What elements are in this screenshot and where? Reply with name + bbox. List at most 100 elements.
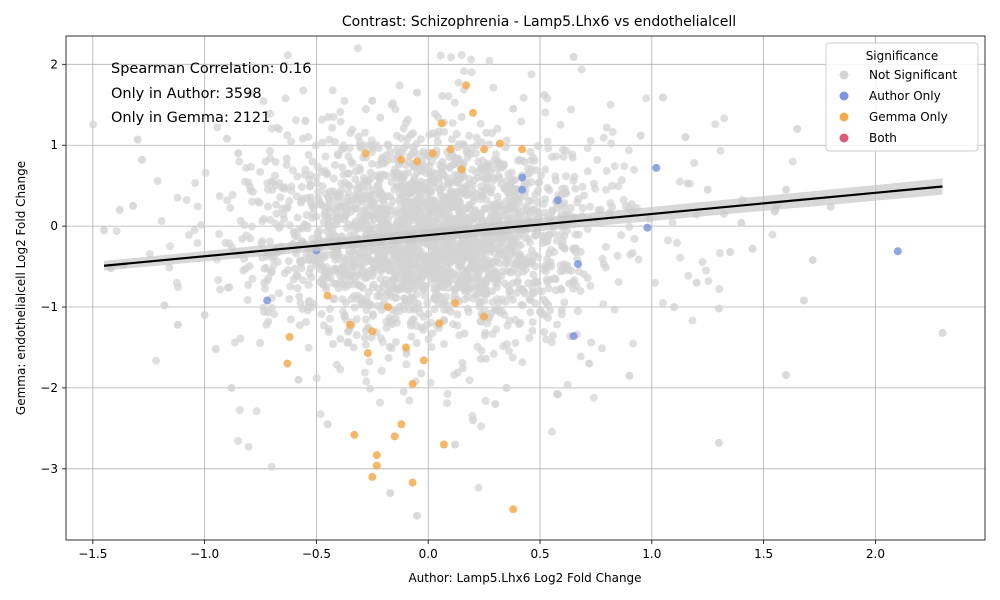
regression bbox=[103, 178, 943, 271]
not-significant-point bbox=[238, 235, 247, 243]
not-significant-point bbox=[548, 206, 557, 215]
not-significant-point bbox=[323, 420, 332, 429]
not-significant-point bbox=[624, 146, 633, 155]
not-significant-point bbox=[476, 119, 485, 128]
not-significant-point bbox=[610, 162, 619, 171]
not-significant-point bbox=[454, 78, 463, 87]
not-significant-point bbox=[373, 292, 382, 301]
not-significant-point bbox=[293, 172, 302, 181]
not-significant-point bbox=[433, 284, 442, 293]
not-significant-point bbox=[485, 56, 494, 65]
not-significant-point bbox=[193, 202, 202, 211]
not-significant-point bbox=[617, 231, 626, 240]
not-significant-point bbox=[328, 86, 337, 95]
not-significant-point bbox=[567, 105, 575, 114]
not-significant-point bbox=[298, 134, 307, 143]
not-significant-point bbox=[477, 346, 486, 355]
not-significant-point bbox=[570, 172, 579, 181]
not-significant-point bbox=[259, 215, 268, 224]
not-significant-point bbox=[515, 320, 523, 329]
not-significant-point bbox=[318, 115, 326, 124]
not-significant-point bbox=[543, 278, 552, 287]
not-significant-point bbox=[391, 338, 400, 346]
not-significant-point bbox=[305, 255, 314, 263]
not-significant-point bbox=[386, 245, 395, 254]
not-significant-point bbox=[339, 144, 348, 153]
not-significant-point bbox=[334, 284, 343, 293]
not-significant-point bbox=[386, 489, 395, 498]
not-significant-point bbox=[531, 262, 540, 271]
not-significant-point bbox=[477, 182, 486, 191]
not-significant-point bbox=[287, 137, 296, 146]
not-significant-point bbox=[360, 368, 369, 377]
not-significant-point bbox=[482, 196, 491, 205]
not-significant-point bbox=[507, 214, 516, 223]
author-only-point bbox=[574, 260, 582, 269]
annotation-author-only: Only in Author: 3598 bbox=[111, 86, 262, 102]
not-significant-point bbox=[428, 196, 437, 205]
not-significant-point bbox=[386, 207, 395, 216]
not-significant-point bbox=[433, 137, 442, 146]
not-significant-point bbox=[668, 218, 677, 227]
not-significant-point bbox=[286, 315, 295, 324]
not-significant-point bbox=[481, 354, 490, 363]
significant-points bbox=[263, 81, 902, 514]
author-only-point bbox=[652, 163, 661, 172]
y-tick-label: −2 bbox=[40, 381, 58, 395]
not-significant-point bbox=[367, 333, 376, 342]
gemma-only-point bbox=[368, 327, 377, 336]
author-only-point bbox=[518, 185, 527, 194]
not-significant-point bbox=[350, 303, 359, 312]
not-significant-point bbox=[509, 104, 518, 113]
not-significant-point bbox=[651, 278, 659, 287]
x-tick-label: 1.5 bbox=[754, 547, 773, 561]
not-significant-point bbox=[243, 296, 252, 304]
not-significant-point bbox=[343, 204, 352, 213]
not-significant-point bbox=[617, 176, 626, 185]
not-significant-point bbox=[314, 187, 323, 196]
not-significant-point bbox=[681, 133, 690, 142]
not-significant-point bbox=[563, 380, 572, 389]
legend: Significance Not Significant Author Only… bbox=[825, 42, 979, 152]
not-significant-point bbox=[557, 310, 566, 319]
not-significant-point bbox=[442, 254, 451, 263]
not-significant-point bbox=[344, 271, 353, 280]
not-significant-point bbox=[492, 164, 501, 173]
gemma-only-point bbox=[397, 420, 406, 429]
not-significant-point bbox=[353, 44, 362, 53]
not-significant-point bbox=[493, 124, 502, 133]
not-significant-point bbox=[415, 253, 424, 262]
gemma-only-point bbox=[361, 149, 370, 158]
not-significant-point bbox=[715, 285, 724, 293]
not-significant-point bbox=[683, 179, 692, 188]
not-significant-point bbox=[454, 262, 463, 271]
not-significant-point bbox=[433, 208, 442, 217]
not-significant-point bbox=[485, 140, 494, 149]
not-significant-point bbox=[576, 352, 585, 361]
not-significant-point bbox=[483, 161, 492, 170]
not-significant-point bbox=[366, 175, 375, 184]
not-significant-point bbox=[353, 268, 362, 277]
not-significant-point bbox=[293, 284, 302, 293]
gemma-only-point bbox=[480, 312, 489, 321]
not-significant-point bbox=[215, 229, 224, 238]
not-significant-point bbox=[608, 203, 617, 212]
not-significant-point bbox=[406, 131, 415, 140]
not-significant-point bbox=[599, 133, 608, 142]
not-significant-point bbox=[543, 137, 552, 146]
not-significant-point bbox=[533, 198, 542, 207]
not-significant-point bbox=[307, 273, 316, 282]
not-significant-point bbox=[386, 148, 395, 157]
not-significant-point bbox=[436, 51, 445, 60]
not-significant-point bbox=[240, 221, 249, 230]
not-significant-point bbox=[534, 253, 542, 262]
not-significant-point bbox=[338, 163, 347, 172]
gemma-only-point bbox=[451, 299, 460, 307]
not-significant-point bbox=[404, 267, 413, 276]
not-significant-point bbox=[450, 160, 459, 169]
not-significant-point bbox=[337, 185, 346, 194]
not-significant-point bbox=[630, 165, 639, 174]
not-significant-point bbox=[664, 236, 672, 245]
not-significant-point bbox=[398, 283, 407, 291]
not-significant-point bbox=[361, 105, 370, 114]
